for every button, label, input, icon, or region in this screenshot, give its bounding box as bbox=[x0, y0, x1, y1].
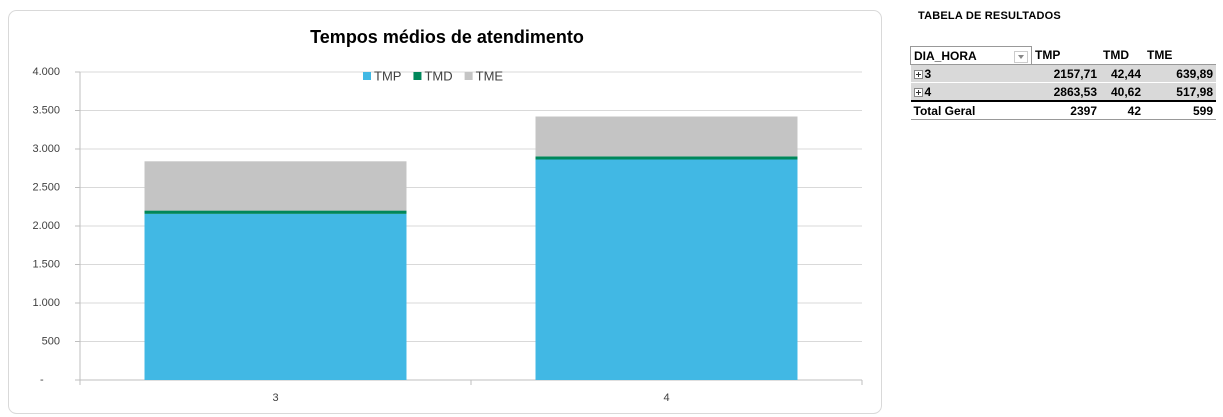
x-tick-label: 3 bbox=[272, 392, 278, 404]
legend-label: TME bbox=[476, 68, 504, 83]
legend-swatch bbox=[413, 72, 422, 80]
y-tick-label: 4.000 bbox=[32, 66, 60, 78]
header-cell: TMP bbox=[1031, 46, 1100, 65]
total-label: Total Geral bbox=[910, 100, 1032, 120]
bar-segment bbox=[144, 161, 407, 211]
bar-segment bbox=[144, 210, 407, 214]
legend-label: TMD bbox=[424, 68, 452, 83]
cell: 2157,71 bbox=[1031, 64, 1100, 83]
chart-title: Tempos médios de atendimento bbox=[310, 27, 584, 47]
header-cell: TME bbox=[1144, 46, 1216, 65]
legend-label: TMP bbox=[374, 68, 401, 83]
bar-segment bbox=[144, 213, 407, 380]
bar-segment bbox=[535, 116, 798, 157]
row-label[interactable]: 4 bbox=[910, 82, 1032, 102]
cell: 517,98 bbox=[1144, 82, 1216, 102]
header-text: DIA_HORA bbox=[914, 48, 977, 63]
y-tick-label: 3.500 bbox=[32, 104, 60, 116]
table-title: TABELA DE RESULTADOS bbox=[918, 10, 1061, 22]
row: 3 2157,71 42,44 639,89 bbox=[910, 64, 1216, 83]
row-label-text: 3 bbox=[924, 66, 932, 81]
total-cell: 2397 bbox=[1031, 100, 1100, 120]
total-row: Total Geral 2397 42 599 bbox=[910, 100, 1216, 120]
results-table: DIA_HORA TMP TMD TME 3 2157,71 42,44 639… bbox=[910, 46, 1216, 120]
cell: 2863,53 bbox=[1031, 82, 1100, 102]
y-tick-label: 2.000 bbox=[32, 220, 60, 232]
row-label-text: 4 bbox=[924, 84, 932, 99]
y-tick-label: 1.500 bbox=[32, 258, 60, 270]
total-cell: 599 bbox=[1144, 100, 1216, 120]
y-tick-label: 3.000 bbox=[32, 143, 60, 155]
header-row: DIA_HORA TMP TMD TME bbox=[910, 46, 1216, 65]
header-cell: TMD bbox=[1100, 46, 1144, 65]
cell: 639,89 bbox=[1144, 64, 1216, 83]
chart: Tempos médios de atendimento - 500 1.000 1.… bbox=[8, 10, 882, 414]
y-tick-label: - bbox=[40, 374, 44, 386]
bar-segment bbox=[535, 156, 798, 160]
cell: 42,44 bbox=[1100, 64, 1144, 83]
legend-swatch bbox=[464, 72, 473, 80]
y-tick-label: 2.500 bbox=[32, 181, 60, 193]
header-cell: DIA_HORA bbox=[910, 46, 1032, 65]
cell: 40,62 bbox=[1100, 82, 1144, 102]
row-label[interactable]: 3 bbox=[910, 64, 1032, 83]
x-tick-label: 4 bbox=[663, 392, 669, 404]
y-tick-label: 500 bbox=[42, 335, 60, 347]
row: 4 2863,53 40,62 517,98 bbox=[910, 82, 1216, 102]
y-tick-label: 1.000 bbox=[32, 297, 60, 309]
total-cell: 42 bbox=[1100, 100, 1144, 120]
bar-segment bbox=[535, 159, 798, 380]
legend-swatch bbox=[363, 72, 371, 80]
filter-button[interactable] bbox=[1014, 50, 1028, 63]
